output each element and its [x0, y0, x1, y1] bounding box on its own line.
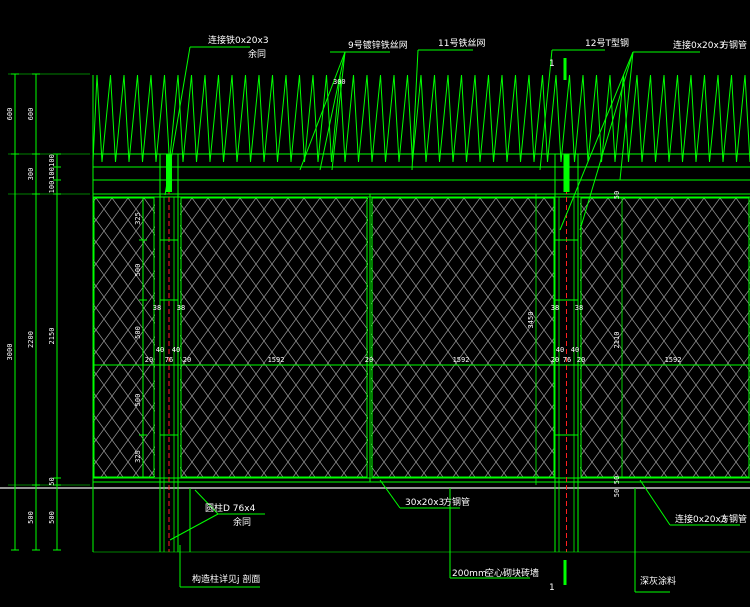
dimension-label: 2150 — [48, 328, 56, 345]
label-connect-tube-top: 连接0x20x3 — [673, 39, 725, 51]
dimension-label: 38 — [177, 304, 185, 312]
dimension-label: 2110 — [613, 332, 621, 349]
label-wall-type: 空心砌块砖墙 — [485, 567, 539, 579]
dimension-label: 76 — [563, 356, 571, 364]
label-t-steel-12: 12号T型钢 — [585, 37, 629, 49]
label-column-detail: 构造柱详见j 剖面 — [192, 573, 260, 585]
label-wire-mesh-9: 9号镀锌铁丝网 — [348, 39, 408, 51]
leader-line — [194, 489, 219, 515]
label-square-tube-top: 方钢管 — [720, 39, 747, 51]
dimension-label: 500 — [134, 264, 142, 277]
dimension-label: 500 — [134, 326, 142, 339]
t-steel — [563, 154, 570, 192]
dimension-label: 100 — [48, 167, 56, 180]
dimension-label: 40 — [556, 346, 564, 354]
dimension-label: 3000 — [6, 344, 14, 361]
leader-line — [169, 513, 219, 541]
leader-line — [331, 51, 346, 171]
dimension-label: 76 — [165, 356, 173, 364]
label-connect-tube-bottom: 连接0x20x3 — [675, 513, 727, 525]
dimension-label: 38 — [153, 304, 161, 312]
dimension-label: 50 — [613, 191, 621, 199]
dimension-label: 50 — [613, 489, 621, 497]
leader-line — [411, 49, 419, 171]
dimension-label: 600 — [27, 108, 35, 121]
dimension-label: 500 — [27, 511, 35, 524]
panel-frame — [180, 197, 368, 478]
dimension-label: 40 — [156, 346, 164, 354]
label-wall-200: 200mm — [452, 569, 487, 579]
leader-line — [299, 51, 346, 171]
wire-mesh-panel — [371, 198, 555, 477]
dimension-label: 325 — [134, 450, 142, 463]
section-mark-top: 1 — [549, 59, 555, 69]
label-connect-iron-top: 连接铁0x20x3 — [208, 34, 269, 46]
wire-mesh-panel — [93, 198, 155, 477]
label-tube-30x20: 30x20x3 — [405, 498, 444, 508]
dimension-label: 38 — [575, 304, 583, 312]
panel-frame — [93, 197, 155, 478]
dimension-label: 100 — [48, 181, 56, 194]
label-square-tube-bottom: 方钢管 — [720, 513, 747, 525]
leader-line — [319, 51, 346, 171]
dimension-label: 50 — [48, 477, 56, 485]
dimension-label: 20 — [577, 356, 585, 364]
dimension-label: 600 — [6, 108, 14, 121]
section-mark-bottom: 1 — [549, 583, 555, 593]
dimension-label: 40 — [172, 346, 180, 354]
panel-frame — [371, 197, 555, 478]
dimension-label: 20 — [365, 356, 373, 364]
dimension-label: 20 — [551, 356, 559, 364]
leader-line — [639, 479, 671, 526]
barbed-wire-zigzag — [92, 74, 750, 163]
panel-frame — [580, 197, 750, 478]
leader-line — [164, 46, 191, 196]
wire-mesh-panel — [180, 198, 368, 477]
dimension-label: 40 — [571, 346, 579, 354]
dimension-label: 20 — [183, 356, 191, 364]
label-paint: 深灰涂料 — [640, 575, 676, 587]
label-spacing-300: 300 — [333, 78, 346, 86]
dimension-label: 500 — [134, 394, 142, 407]
label-round-post: 圆柱D 76x4 — [205, 502, 256, 514]
dimension-label: 50 — [613, 476, 621, 484]
wire-mesh-panel — [580, 198, 750, 477]
dimension-label: 2200 — [27, 331, 35, 348]
leader-line — [539, 49, 553, 171]
dimension-label: 1592 — [665, 356, 682, 364]
label-wire-11: 11号铁丝网 — [438, 37, 485, 49]
dimension-label: 20 — [145, 356, 153, 364]
label-square-tube-mid: 方钢管 — [443, 496, 470, 508]
dimension-label: 1592 — [268, 356, 285, 364]
dimension-label: 1592 — [453, 356, 470, 364]
dimension-label: 300 — [27, 168, 35, 181]
dimension-label: 100 — [48, 154, 56, 167]
label-same-bottom: 余同 — [233, 516, 251, 528]
dimension-label: 325 — [134, 212, 142, 225]
leader-line — [579, 51, 634, 231]
dimension-label: 3450 — [527, 312, 535, 329]
leader-line — [379, 479, 401, 509]
label-same-top: 余同 — [248, 48, 266, 60]
dimension-label: 38 — [551, 304, 559, 312]
dimension-label: 500 — [48, 511, 56, 524]
leader-line — [559, 51, 634, 231]
leader-line — [619, 51, 634, 181]
